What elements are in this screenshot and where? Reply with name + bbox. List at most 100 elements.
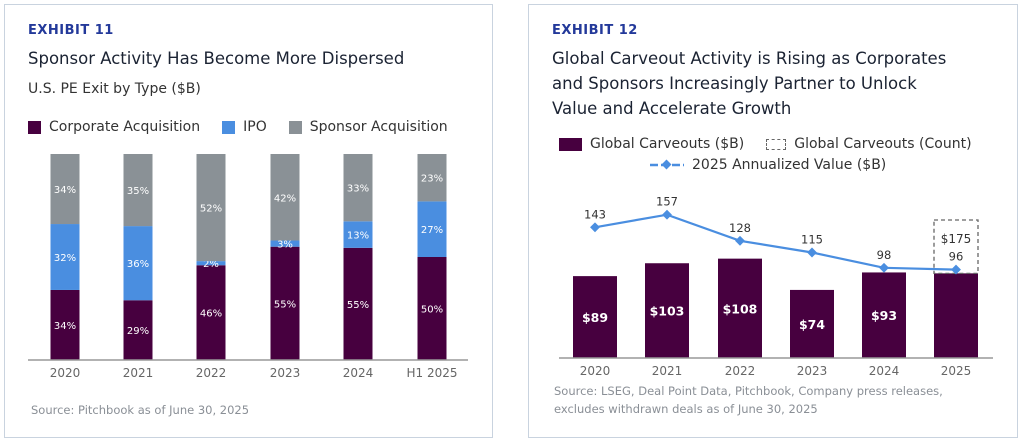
x-tick-label: 2022 <box>725 364 756 378</box>
exhibit-11-panel <box>4 4 493 438</box>
bar-segment-sponsor-acquisition <box>270 154 300 241</box>
legend-label-annualized: 2025 Annualized Value ($B) <box>692 157 887 173</box>
bar-segment-corporate-acquisition <box>196 265 226 360</box>
count-data-label: 157 <box>656 195 678 209</box>
legend-label-carveouts-count: Global Carveouts (Count) <box>794 136 972 152</box>
exhibit-12-source: Source: LSEG, Deal Point Data, Pitchbook… <box>554 382 943 418</box>
data-label: 50% <box>421 305 443 316</box>
bar-segment-sponsor-acquisition <box>50 154 80 225</box>
bar-carveouts <box>790 289 834 358</box>
bar-data-label: $74 <box>799 317 825 332</box>
data-label: 2% <box>203 259 219 270</box>
bar-segment-corporate-acquisition <box>123 300 153 360</box>
legend-label-carveouts-value: Global Carveouts ($B) <box>590 136 745 152</box>
count-data-label: 96 <box>949 250 964 264</box>
legend-label-corporate: Corporate Acquisition <box>49 119 201 135</box>
x-tick-label: 2021 <box>123 366 154 380</box>
title-line: Global Carveout Activity is Rising as Co… <box>552 49 947 68</box>
bar-carveouts <box>862 272 906 358</box>
bar-carveouts <box>573 276 617 358</box>
bar-segment-sponsor-acquisition <box>417 154 447 202</box>
count-data-label: 128 <box>729 221 751 235</box>
chart-1-legend: Corporate Acquisition IPO Sponsor Acquis… <box>28 119 448 135</box>
data-label: 23% <box>421 174 443 185</box>
data-label: 34% <box>54 185 76 196</box>
x-tick-label: 2023 <box>270 366 301 380</box>
exhibit-12-title: Global Carveout Activity is Rising as Co… <box>552 46 946 121</box>
chart-2-legend-row-1: Global Carveouts ($B) Global Carveouts (… <box>559 136 972 152</box>
data-label: 32% <box>54 253 76 264</box>
bar-carveouts <box>718 258 762 358</box>
title-line: and Sponsors Increasingly Partner to Unl… <box>552 74 917 93</box>
legend-line-diamond-icon <box>650 159 684 170</box>
data-label: 33% <box>347 184 369 195</box>
x-tick-label: 2020 <box>580 364 611 378</box>
data-label: 34% <box>54 321 76 332</box>
data-label: 13% <box>347 231 369 242</box>
count-data-label: 143 <box>584 207 606 221</box>
count-marker <box>879 262 889 273</box>
x-tick-label: 2022 <box>196 366 227 380</box>
bar-segment-ipo <box>417 201 447 257</box>
data-label: 52% <box>200 204 222 215</box>
data-label: 29% <box>127 326 149 337</box>
x-tick-label: 2020 <box>50 366 81 380</box>
count-data-label: 98 <box>877 248 892 262</box>
bar-segment-corporate-acquisition <box>270 246 300 360</box>
bar-segment-corporate-acquisition <box>417 257 447 360</box>
count-marker <box>735 235 745 246</box>
legend-label-ipo: IPO <box>243 119 267 135</box>
exhibit-12-panel <box>528 4 1018 438</box>
bar-segment-corporate-acquisition <box>50 289 80 360</box>
count-marker <box>951 264 961 275</box>
exhibit-12-label: EXHIBIT 12 <box>552 23 638 38</box>
data-label: 3% <box>277 240 293 251</box>
bar-data-label: $89 <box>582 310 608 325</box>
legend-swatch-carveouts-value <box>559 137 582 151</box>
bar-data-label: $103 <box>650 304 685 319</box>
count-marker <box>662 209 672 220</box>
bar-segment-ipo <box>196 261 226 266</box>
bar-segment-sponsor-acquisition <box>196 154 226 262</box>
data-label: 36% <box>127 259 149 270</box>
bar-segment-ipo <box>270 240 300 247</box>
x-tick-label: 2024 <box>343 366 374 380</box>
bar-segment-ipo <box>123 226 153 301</box>
title-line: Value and Accelerate Growth <box>552 99 792 118</box>
count-data-label: 115 <box>801 233 823 247</box>
bar-carveouts <box>645 263 689 358</box>
legend-swatch-dashed-box <box>766 138 787 150</box>
exhibit-11-title: Sponsor Activity Has Become More Dispers… <box>28 49 405 68</box>
annualized-label: $175 <box>941 232 972 246</box>
count-marker <box>807 247 817 258</box>
bar-data-label: $93 <box>871 308 897 323</box>
x-tick-label: H1 2025 <box>406 366 457 380</box>
chart-2-legend-row-2: 2025 Annualized Value ($B) <box>650 157 886 173</box>
count-marker <box>590 222 600 233</box>
legend-swatch-ipo <box>222 120 236 134</box>
exhibit-11-label: EXHIBIT 11 <box>28 23 114 38</box>
data-label: 35% <box>127 186 149 197</box>
bar-segment-ipo <box>343 221 373 248</box>
source-line: Source: LSEG, Deal Point Data, Pitchbook… <box>554 384 943 398</box>
data-label: 42% <box>274 193 296 204</box>
bar-carveouts <box>934 273 978 358</box>
bar-segment-corporate-acquisition <box>343 247 373 360</box>
bar-segment-sponsor-acquisition <box>343 154 373 222</box>
count-line <box>594 213 957 271</box>
exhibit-11-source: Source: Pitchbook as of June 30, 2025 <box>31 403 250 417</box>
bar-segment-sponsor-acquisition <box>123 154 153 227</box>
x-tick-label: 2023 <box>797 364 828 378</box>
source-line: excludes withdrawn deals as of June 30, … <box>554 402 818 416</box>
x-tick-label: 2021 <box>652 364 683 378</box>
chart-1-subtitle: U.S. PE Exit by Type ($B) <box>28 81 201 97</box>
data-label: 55% <box>347 300 369 311</box>
x-tick-label: 2024 <box>869 364 900 378</box>
legend-label-sponsor: Sponsor Acquisition <box>309 119 448 135</box>
legend-swatch-sponsor <box>288 120 302 134</box>
data-label: 55% <box>274 299 296 310</box>
bar-data-label: $108 <box>723 301 758 316</box>
bar-segment-ipo <box>50 224 80 290</box>
legend-swatch-corporate <box>28 120 41 134</box>
